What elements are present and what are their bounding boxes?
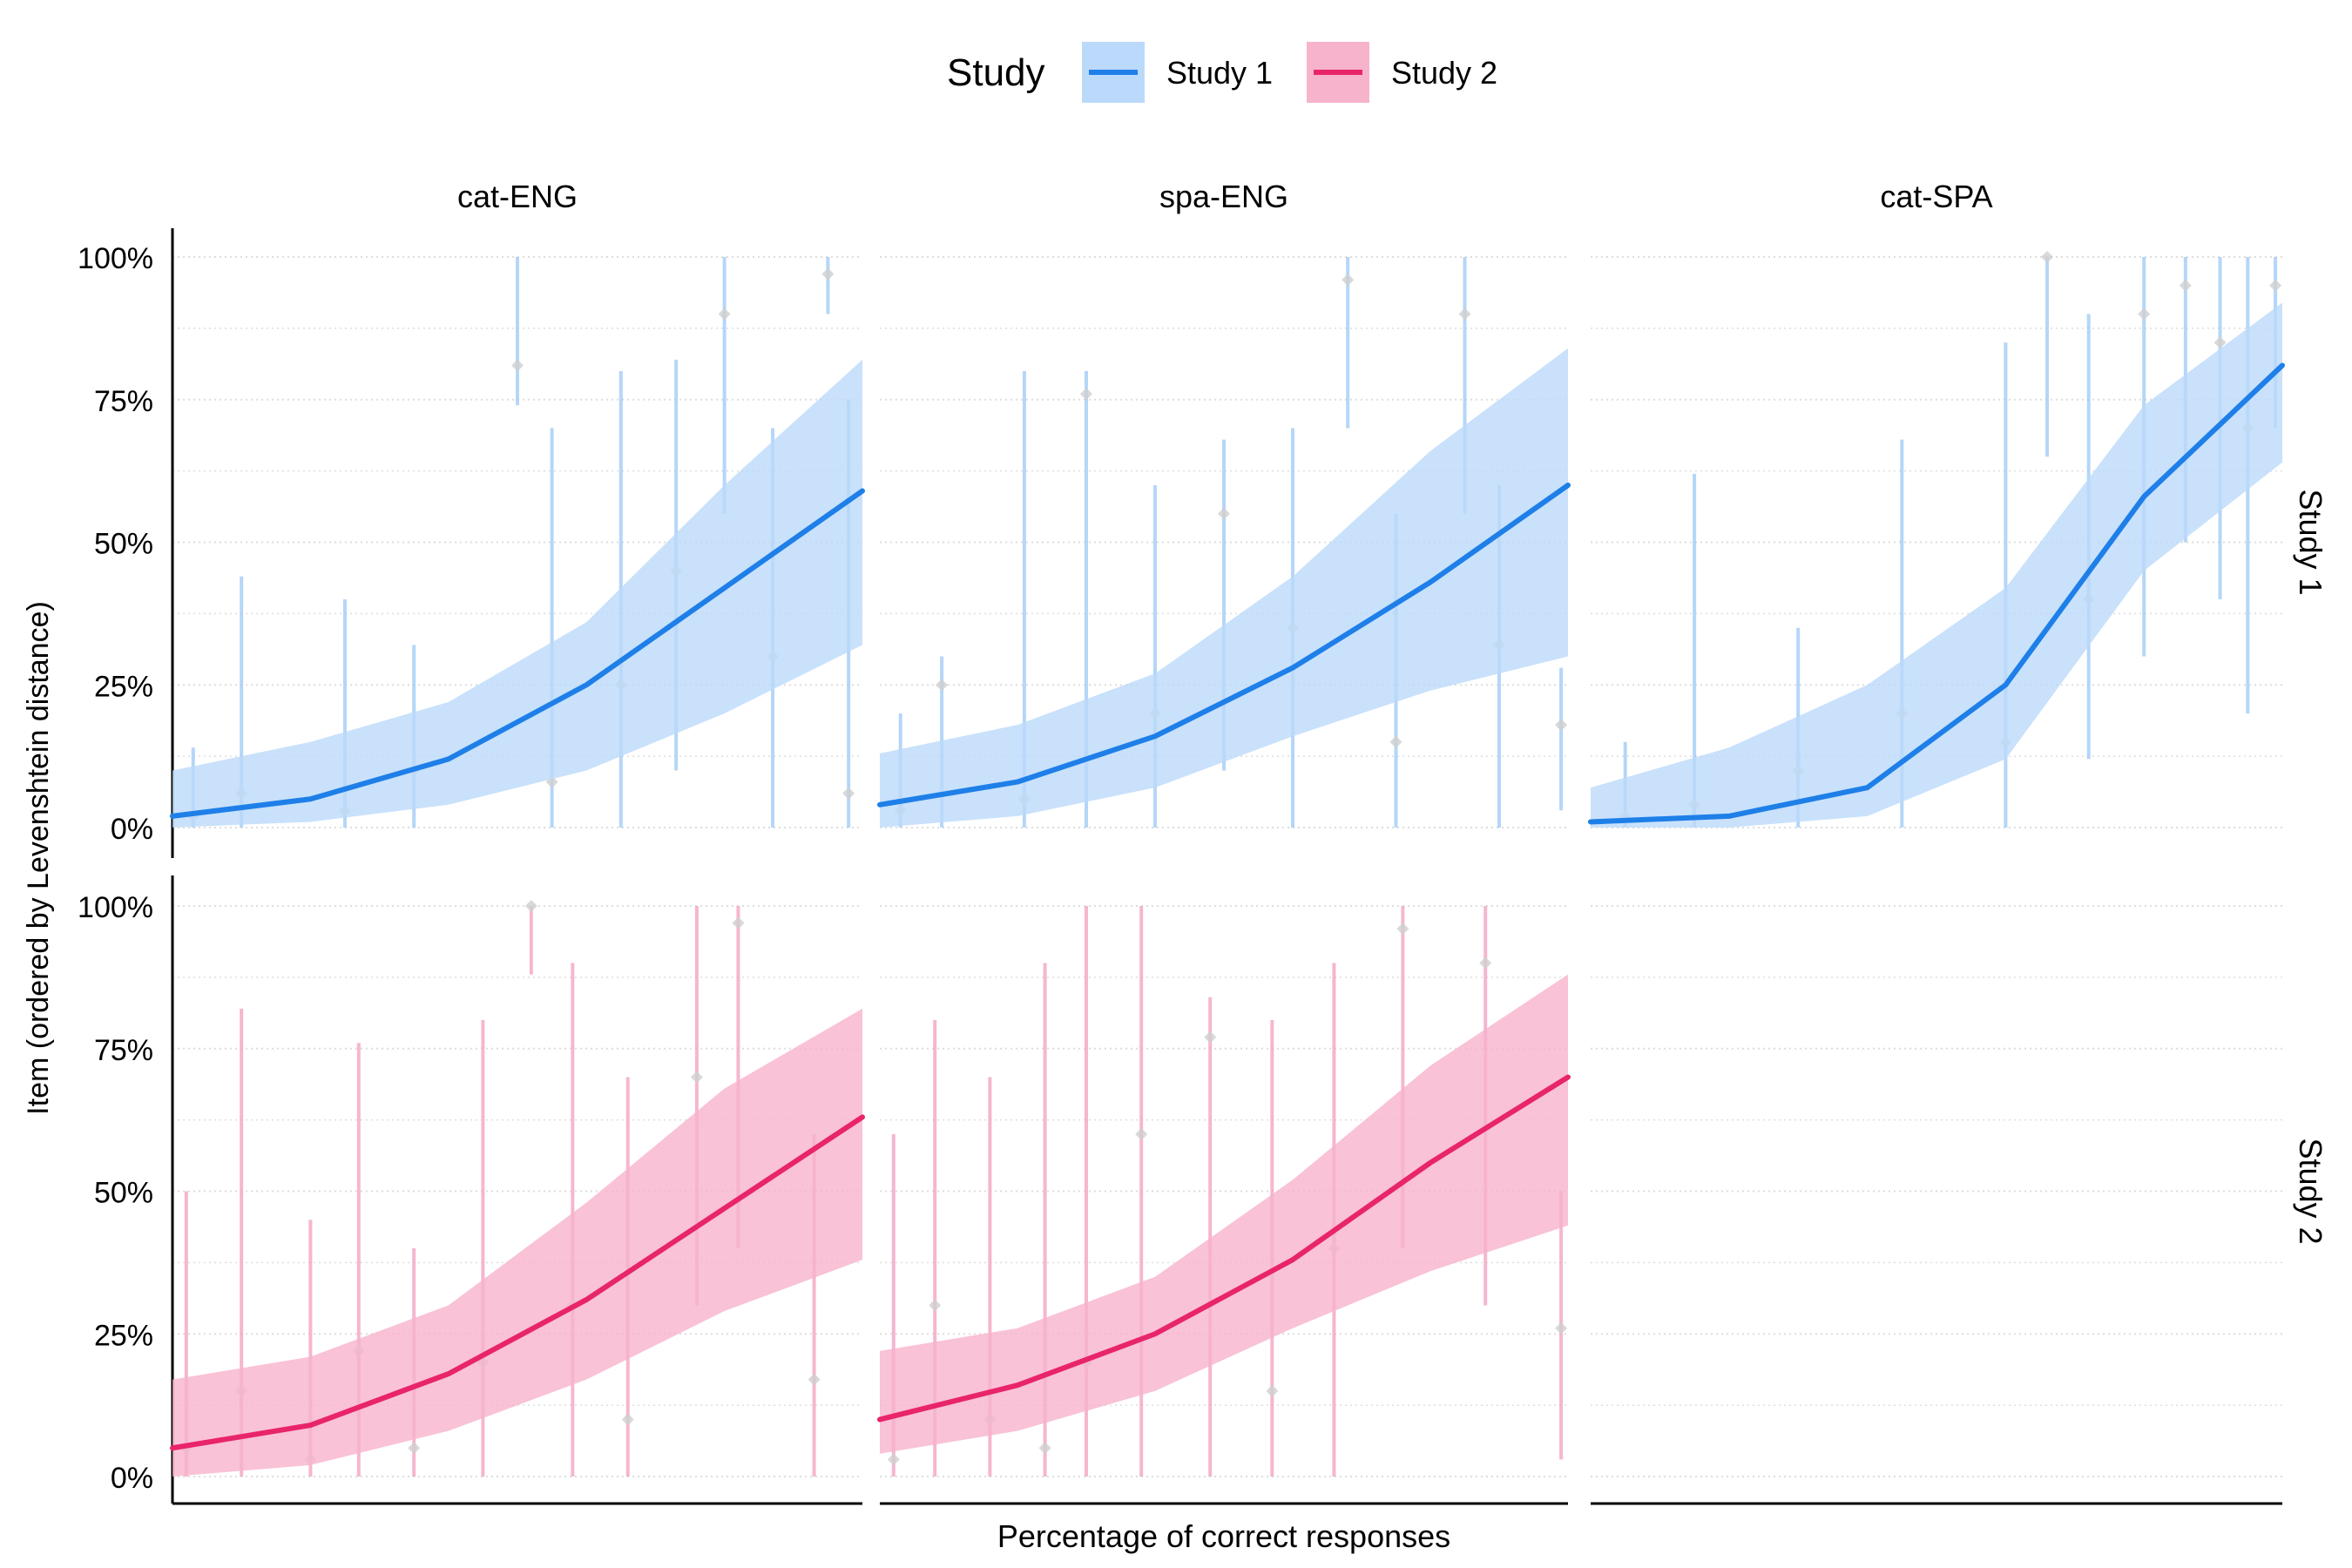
fit-line [877,1074,1571,1423]
item-point [887,1453,900,1466]
legend-label-study2: Study 2 [1391,55,1497,91]
item-point [842,787,855,800]
facet-row-label-0: Study 1 [2293,489,2328,595]
confidence-band [172,359,862,828]
y-tick-label: 50% [94,1177,153,1210]
item-point [621,1413,634,1426]
item-point [1555,1321,1568,1335]
item-point [1135,1128,1148,1140]
confidence-band [880,348,1568,828]
confidence-band [1591,302,2282,828]
item-point [1555,719,1568,732]
facet-label-spa-ENG: spa-ENG [1159,179,1288,214]
facet-label-cat-ENG: cat-ENG [457,179,578,214]
confidence-band [880,974,1568,1454]
fit-line [877,483,1571,808]
panel-Study2-spa-ENG [877,906,1571,1477]
x-axis-title: Percentage of correct responses [997,1518,1450,1554]
item-point [929,1299,942,1312]
item-point [2179,279,2192,292]
item-point [1458,308,1471,321]
fit-line [170,488,865,819]
legend-title: Study [947,51,1045,94]
panel-Study1-spa-ENG [877,257,1571,828]
legend-entries: Study 1 Study 2 [1082,42,1497,103]
item-point [1479,956,1492,970]
y-tick-label: 0% [111,813,153,846]
y-tick-label: 75% [94,1034,153,1067]
y-axis-title: Item (ordered by Levenshtein distance) [22,601,55,1115]
item-point [2213,336,2227,349]
facet-row-label-1: Study 2 [2293,1138,2328,1244]
y-tick-label: 25% [94,670,153,703]
panel-Study1-cat-SPA [1588,251,2285,828]
panel-Study1-cat-ENG [170,257,865,828]
y-tick-label: 0% [111,1462,153,1495]
item-point [408,1442,421,1455]
item-point [1218,507,1230,520]
panels: cat-ENG spa-ENG cat-SPA Study 1 Study 2 0% 25%… [78,179,2328,1505]
item-point [2138,308,2151,321]
item-point [1266,1384,1279,1397]
fit-line [170,1114,865,1451]
item-point [690,1071,703,1084]
y-tick-label: 25% [94,1319,153,1352]
item-point [936,679,949,692]
legend-label-study1: Study 1 [1166,55,1273,91]
panel-Study2-cat-ENG [170,900,865,1477]
item-point [511,359,524,372]
fit-line [1588,362,2285,825]
item-point [524,900,537,912]
confidence-band [172,1008,862,1477]
item-point [1038,1442,1051,1455]
item-point [2269,279,2282,292]
item-point [1080,388,1092,401]
item-point [1396,923,1409,936]
item-point [1342,274,1355,287]
item-point [2041,251,2054,263]
y-tick-label: 50% [94,528,153,561]
y-tick-label: 75% [94,385,153,418]
y-tick-label: 100% [78,242,153,275]
facet-label-cat-SPA: cat-SPA [1880,179,1992,214]
item-point [1389,735,1402,748]
item-point [821,267,835,280]
item-point [732,916,745,929]
legend: Study Study 1 Study 2 [947,42,1497,103]
item-point [1204,1031,1217,1044]
item-point [808,1373,821,1386]
y-tick-label: 100% [78,891,153,924]
item-point [718,308,731,321]
